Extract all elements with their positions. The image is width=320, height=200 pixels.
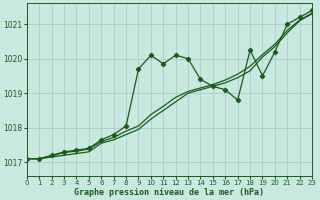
X-axis label: Graphe pression niveau de la mer (hPa): Graphe pression niveau de la mer (hPa) xyxy=(75,188,265,197)
